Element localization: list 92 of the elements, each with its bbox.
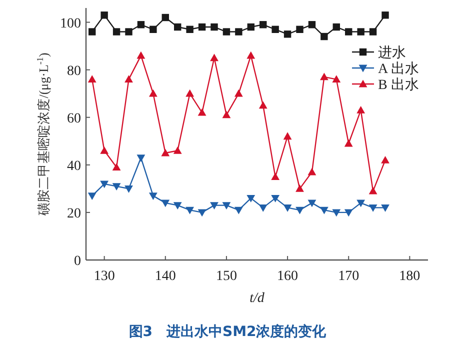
point [246,194,256,202]
point [382,12,389,19]
point [174,23,182,31]
point [332,75,341,83]
point [381,156,390,164]
point [283,132,292,140]
x-tick-label: 150 [216,269,237,284]
point [88,192,96,200]
point [198,209,206,217]
point [210,54,218,62]
point [296,206,304,214]
point [100,146,109,154]
point [320,72,328,80]
point [222,28,230,36]
point [234,89,243,97]
x-tick-label: 170 [338,269,360,284]
point [150,26,157,33]
point [283,204,292,212]
point [357,28,364,36]
point [88,75,96,83]
x-tick-label: 160 [277,269,298,284]
point [344,209,353,217]
point [124,75,133,83]
point [186,26,194,33]
x-tick-label: 140 [154,269,176,284]
legend-label: A 出水 [378,61,419,77]
point [345,28,352,36]
point [308,168,316,176]
point [271,172,280,180]
y-tick-label: 80 [67,64,81,79]
point [173,202,182,210]
point [173,146,182,154]
point [356,106,366,114]
point [368,204,378,212]
point [210,202,218,210]
y-tick-label: 100 [60,16,81,32]
point [320,206,328,214]
point [272,26,279,33]
point [308,21,316,28]
point [235,28,242,36]
point [320,32,328,40]
point [210,23,218,31]
point [308,200,316,208]
point [137,21,145,28]
point [162,14,169,22]
point [258,204,268,212]
point [368,186,378,194]
point [124,185,133,193]
point [125,28,132,36]
x-axis-title: t/d [250,291,266,306]
point [136,154,146,162]
point [148,89,158,97]
point [161,148,170,156]
point [100,180,109,188]
point [198,23,206,31]
point [344,139,353,147]
point [112,183,121,190]
point [222,202,231,210]
x-tick-label: 180 [399,269,420,284]
legend-label: 进水 [378,45,406,61]
y-tick-label: 60 [67,111,81,126]
point [356,200,366,208]
point [198,108,206,116]
point [246,51,256,59]
point [234,206,243,214]
point [148,192,158,200]
point [161,200,170,208]
point [369,28,377,36]
x-tick-label: 130 [94,269,115,284]
point [186,206,194,214]
y-tick-label: 0 [74,254,81,269]
point [332,209,341,217]
point [260,21,267,28]
legend-label: B 出水 [378,77,419,93]
point [88,28,96,36]
point [247,23,254,31]
y-tick-label: 20 [67,206,81,222]
point [186,89,194,97]
point [284,30,292,38]
point [271,194,280,202]
point [381,204,390,212]
point [112,163,121,170]
point [258,101,268,109]
point [112,28,120,36]
point [296,184,304,192]
point [296,26,304,33]
point [332,23,340,31]
point [136,51,146,59]
point [222,110,231,118]
y-tick-label: 40 [67,158,81,174]
point [100,12,108,19]
text: 图3 进出水中SM2浓度的变化 [128,323,328,340]
